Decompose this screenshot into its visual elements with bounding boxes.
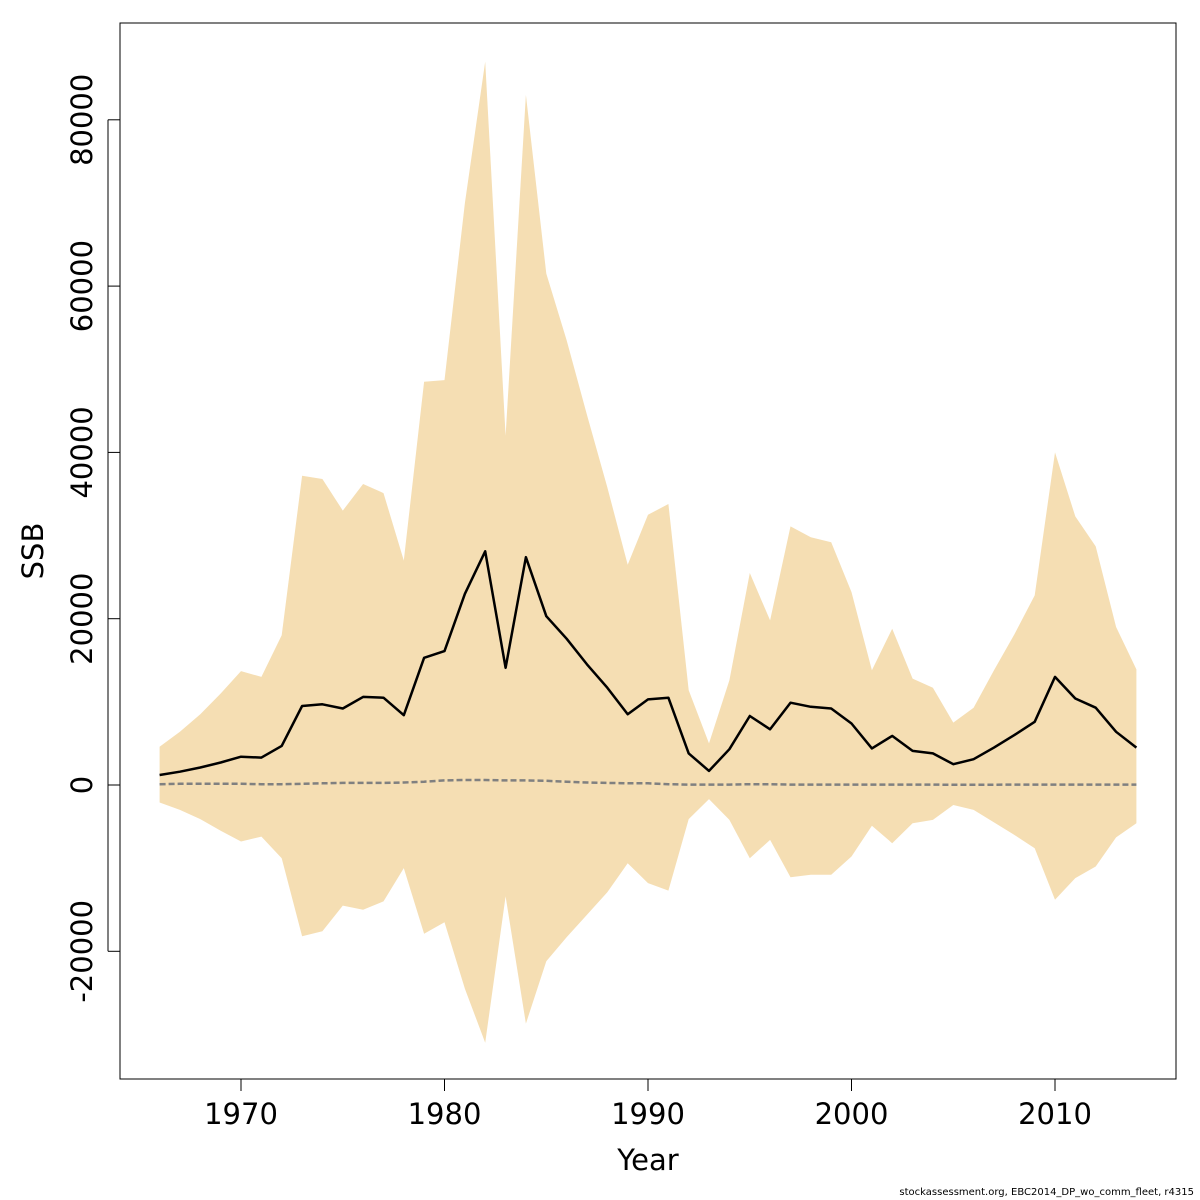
y-tick-label: 40000 (65, 406, 99, 498)
y-tick-label: 80000 (65, 74, 99, 166)
y-tick-label: -20000 (65, 900, 99, 1003)
x-tick-label: 2000 (815, 1097, 889, 1131)
ssb-line (159, 550, 1138, 777)
x-tick-label: 2010 (1018, 1097, 1092, 1131)
x-axis-title: Year (616, 1143, 678, 1177)
y-tick-label: 20000 (65, 573, 99, 665)
y-axis-title: SSB (16, 523, 50, 580)
footer-caption: stockassessment.org, EBC2014_DP_wo_comm_… (899, 1187, 1194, 1198)
x-tick-label: 1980 (408, 1097, 482, 1131)
confidence-band-layer (159, 61, 1137, 1043)
series-line-layer (159, 550, 1138, 787)
y-tick-label: 0 (65, 776, 99, 794)
y-tick-label: 60000 (65, 240, 99, 332)
confidence-band (159, 61, 1137, 1043)
lower-bound-line (159, 778, 1137, 787)
x-tick-label: 1970 (204, 1097, 278, 1131)
x-tick-label: 1990 (611, 1097, 685, 1131)
axis-layer: 1970 1980 1990 2000 2010 -20000 0 20000 40000 600… (65, 74, 1092, 1131)
